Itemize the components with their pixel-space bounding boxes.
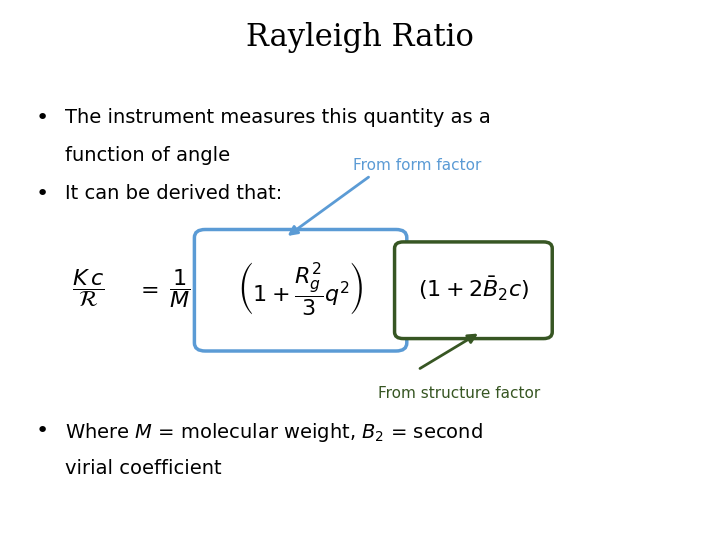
FancyBboxPatch shape bbox=[395, 242, 552, 339]
Text: $\dfrac{1}{M}$: $\dfrac{1}{M}$ bbox=[169, 267, 190, 310]
Text: Where $M$ = molecular weight, $B_2$ = second: Where $M$ = molecular weight, $B_2$ = se… bbox=[65, 421, 482, 444]
Text: $\dfrac{K\,c}{\mathcal{R}}$: $\dfrac{K\,c}{\mathcal{R}}$ bbox=[72, 268, 104, 309]
FancyBboxPatch shape bbox=[194, 230, 407, 351]
Text: •: • bbox=[36, 421, 49, 441]
Text: •: • bbox=[36, 184, 49, 204]
Text: From form factor: From form factor bbox=[353, 158, 481, 173]
Text: $\left(1 + \dfrac{R_g^2}{3}q^2\right)$: $\left(1 + \dfrac{R_g^2}{3}q^2\right)$ bbox=[238, 260, 364, 318]
Text: virial coefficient: virial coefficient bbox=[65, 459, 222, 478]
Text: The instrument measures this quantity as a: The instrument measures this quantity as… bbox=[65, 108, 490, 127]
Text: $(1+2\bar{B}_2 c)$: $(1+2\bar{B}_2 c)$ bbox=[418, 275, 529, 303]
Text: Rayleigh Ratio: Rayleigh Ratio bbox=[246, 22, 474, 52]
Text: •: • bbox=[36, 108, 49, 128]
Text: function of angle: function of angle bbox=[65, 146, 230, 165]
Text: $=$: $=$ bbox=[136, 279, 159, 299]
Text: From structure factor: From structure factor bbox=[378, 386, 540, 401]
Text: It can be derived that:: It can be derived that: bbox=[65, 184, 282, 202]
